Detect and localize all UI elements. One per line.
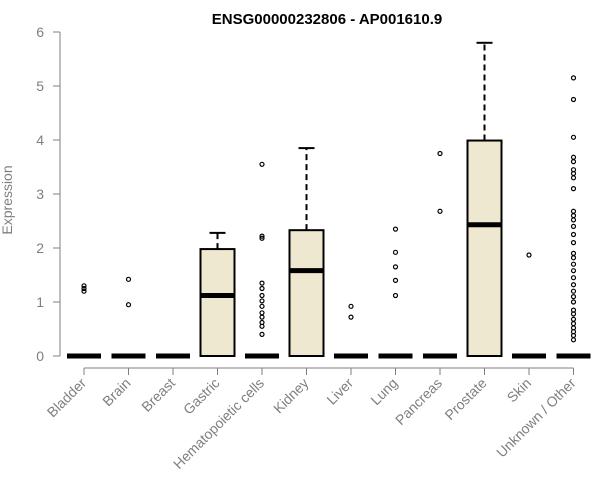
outlier-point: [259, 285, 265, 292]
outlier-point: [392, 292, 399, 299]
x-tick-label: Liver: [323, 375, 356, 408]
y-tick-label: 3: [36, 186, 44, 202]
outlier-point: [570, 96, 577, 103]
outlier-point: [570, 167, 577, 173]
outlier-point: [259, 233, 265, 239]
box-unknown-other: [556, 75, 591, 359]
box-gastric: [199, 231, 236, 357]
box-pancreas: [423, 150, 457, 359]
y-tick-label: 2: [36, 240, 44, 256]
outlier-point: [259, 331, 265, 337]
y-tick-label: 4: [36, 132, 44, 148]
outlier-point: [570, 223, 577, 229]
outlier-point: [570, 213, 577, 219]
outlier-point: [570, 261, 577, 267]
outlier-point: [437, 208, 443, 214]
x-tick-label: Brain: [99, 375, 133, 409]
outlier-point: [392, 249, 399, 255]
y-tick-label: 5: [36, 78, 44, 94]
outlier-point: [526, 252, 532, 258]
x-tick-label: Unknown / Other: [493, 375, 579, 461]
box-kidney: [288, 147, 325, 357]
x-tick-label: Skin: [504, 375, 535, 406]
box-hematopoietic-cells: [245, 161, 279, 359]
outlier-point: [570, 282, 577, 288]
box-brain: [111, 276, 146, 359]
outlier-point: [125, 302, 132, 308]
outlier-point: [570, 159, 577, 165]
outlier-point: [570, 299, 577, 305]
outlier-point: [259, 161, 265, 167]
x-tick-label: Gastric: [180, 375, 223, 418]
x-tick-label: Breast: [138, 375, 178, 415]
outlier-point: [570, 75, 577, 81]
y-tick-label: 6: [36, 24, 44, 40]
outlier-point: [570, 250, 577, 256]
outlier-point: [570, 294, 577, 300]
x-tick-label: Pancreas: [392, 375, 445, 428]
outlier-point: [570, 337, 577, 343]
outlier-point: [570, 186, 577, 192]
box-body: [288, 229, 325, 357]
outlier-point: [570, 154, 577, 160]
x-tick-label: Bladder: [44, 375, 90, 421]
box-bladder: [67, 283, 101, 359]
outlier-point: [259, 280, 265, 286]
x-tick-label: Lung: [367, 375, 400, 408]
outlier-point: [570, 321, 577, 327]
outlier-point: [259, 292, 265, 299]
outlier-point: [259, 310, 265, 316]
outlier-point: [348, 314, 354, 320]
y-axis: 0 1 2 3 4 5 6: [36, 24, 61, 364]
outlier-point: [570, 255, 577, 261]
box-body: [199, 248, 236, 357]
outlier-point: [259, 303, 265, 309]
outlier-point: [570, 231, 577, 238]
outlier-point: [259, 298, 265, 304]
outlier-point: [125, 276, 132, 282]
y-axis-label: Expression: [0, 165, 15, 234]
outlier-point: [81, 288, 87, 294]
outlier-point: [259, 319, 265, 326]
outlier-point: [570, 288, 577, 294]
outlier-point: [570, 307, 577, 313]
outlier-point: [259, 314, 265, 320]
outlier-point: [570, 208, 577, 214]
outlier-point: [259, 235, 265, 241]
outlier-point: [570, 316, 577, 322]
outlier-point: [392, 277, 399, 283]
box-skin: [512, 252, 546, 359]
outlier-point: [570, 217, 577, 223]
outlier-point: [392, 226, 399, 232]
box-liver: [334, 303, 368, 359]
outlier-point: [570, 268, 577, 274]
outlier-point: [570, 134, 577, 140]
outlier-point: [437, 150, 443, 157]
y-tick-label: 1: [36, 294, 44, 310]
outlier-point: [570, 240, 577, 246]
plot-area: [67, 41, 591, 359]
box-prostate: [466, 41, 503, 357]
outlier-point: [570, 275, 577, 281]
outlier-point: [81, 283, 87, 289]
outlier-point: [570, 175, 577, 181]
x-tick-label: Kidney: [270, 375, 312, 417]
chart-title: ENSG00000232806 - AP001610.9: [212, 11, 442, 28]
box-lung: [378, 226, 413, 359]
outlier-point: [348, 303, 354, 309]
y-tick-label: 0: [36, 348, 44, 364]
outlier-point: [81, 285, 87, 292]
x-tick-label: Prostate: [441, 375, 489, 423]
box-body: [466, 139, 503, 357]
outlier-point: [392, 264, 399, 270]
